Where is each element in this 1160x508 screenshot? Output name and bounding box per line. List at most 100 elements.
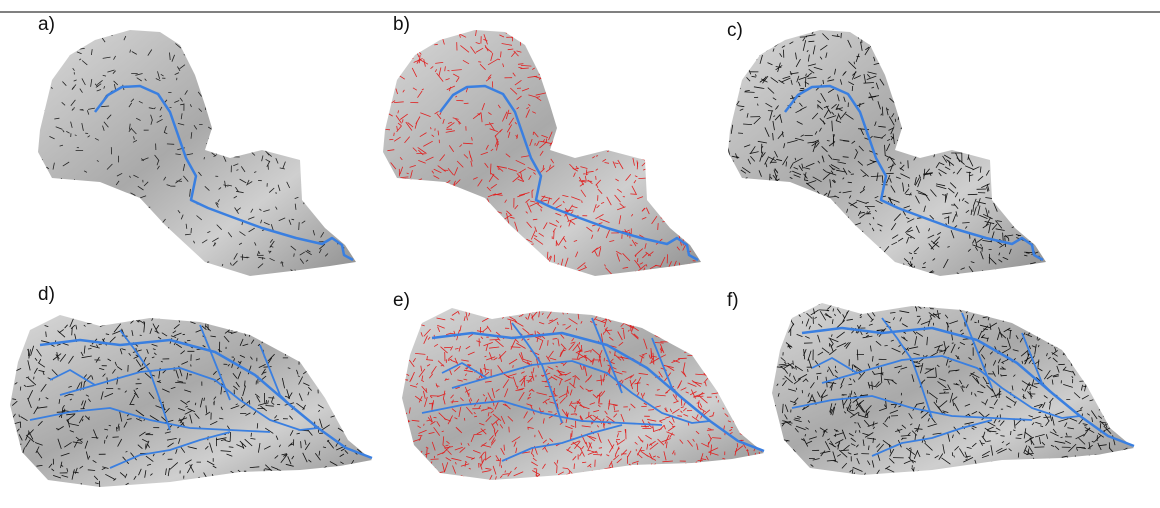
flow-line	[840, 246, 844, 257]
flow-line	[970, 98, 979, 102]
flow-line	[716, 377, 722, 383]
flow-line	[677, 35, 679, 42]
flow-line	[614, 354, 622, 361]
flow-line	[651, 63, 655, 68]
flow-line	[842, 167, 848, 175]
flow-line	[288, 329, 293, 335]
flow-line	[977, 464, 982, 466]
flow-line	[526, 238, 533, 243]
flow-line	[180, 113, 183, 120]
flow-line	[1085, 370, 1089, 373]
flow-line	[984, 76, 991, 81]
flow-line	[360, 324, 363, 332]
flow-line	[866, 30, 869, 32]
flow-line	[834, 369, 838, 374]
flow-line	[542, 463, 546, 469]
flow-line	[738, 319, 745, 323]
flow-line	[555, 114, 566, 118]
flow-line	[220, 438, 226, 441]
flow-line	[433, 427, 441, 436]
flow-line	[495, 388, 500, 392]
flow-line	[423, 140, 433, 147]
flow-line	[991, 68, 995, 70]
flow-line	[223, 335, 230, 343]
flow-line	[848, 61, 857, 70]
flow-line	[960, 62, 964, 65]
flow-line	[929, 315, 933, 320]
flow-line	[683, 30, 687, 32]
flow-line	[672, 164, 675, 168]
flow-line	[278, 478, 283, 487]
flow-line	[56, 343, 61, 346]
flow-line	[490, 163, 492, 175]
flow-line	[324, 121, 327, 124]
flow-line	[489, 339, 500, 341]
flow-line	[613, 413, 618, 418]
flow-line	[402, 119, 404, 123]
flow-line	[503, 444, 505, 451]
flow-line	[634, 441, 638, 445]
flow-line	[682, 470, 693, 473]
flow-line	[800, 238, 804, 248]
flow-line	[350, 357, 356, 362]
flow-line	[608, 403, 618, 406]
flow-line	[925, 136, 930, 143]
flow-line	[444, 263, 449, 269]
flow-line	[869, 92, 874, 101]
flow-line	[572, 90, 575, 93]
flow-line	[667, 425, 676, 432]
flow-line	[484, 397, 488, 402]
flow-line	[624, 375, 633, 381]
flow-line	[843, 395, 850, 406]
flow-line	[1069, 345, 1073, 357]
flow-line	[406, 425, 410, 436]
flow-line	[276, 475, 281, 481]
flow-line	[595, 472, 606, 477]
flow-line	[226, 97, 234, 103]
flow-line	[631, 43, 635, 49]
flow-line	[949, 182, 957, 189]
flow-line	[916, 148, 923, 154]
flow-line	[955, 354, 960, 360]
flow-line	[594, 250, 598, 257]
flow-line	[938, 378, 946, 382]
flow-line	[1121, 418, 1123, 427]
flow-line	[772, 320, 781, 325]
flow-line	[752, 320, 758, 328]
flow-line	[275, 206, 278, 210]
flow-line	[442, 390, 446, 400]
flow-line	[530, 230, 536, 240]
flow-line	[677, 35, 687, 38]
flow-line	[582, 461, 587, 464]
flow-line	[918, 39, 924, 50]
flow-line	[445, 444, 449, 447]
flow-line	[476, 310, 479, 313]
flow-line	[680, 30, 685, 32]
flow-line	[662, 39, 668, 43]
flow-line	[743, 324, 750, 333]
flow-line	[436, 421, 441, 427]
flow-line	[383, 256, 389, 264]
flow-line	[488, 112, 492, 116]
flow-line	[529, 138, 533, 147]
flow-line	[344, 361, 347, 366]
flow-line	[471, 137, 473, 141]
flow-line	[1023, 445, 1028, 453]
flow-line	[322, 446, 327, 449]
flow-line	[121, 223, 124, 228]
flow-line	[1039, 184, 1046, 190]
flow-line	[410, 170, 413, 178]
flow-line	[707, 462, 715, 466]
flow-line	[233, 385, 238, 391]
flow-line	[890, 222, 897, 231]
flow-line	[585, 86, 589, 91]
flow-line	[426, 364, 431, 367]
flow-line	[566, 446, 571, 451]
flow-line	[669, 432, 673, 438]
flow-line	[636, 446, 643, 456]
flow-line	[889, 178, 892, 183]
flow-line	[571, 337, 575, 342]
flow-line	[470, 160, 473, 167]
flow-line	[107, 358, 112, 362]
flow-line	[447, 355, 453, 360]
